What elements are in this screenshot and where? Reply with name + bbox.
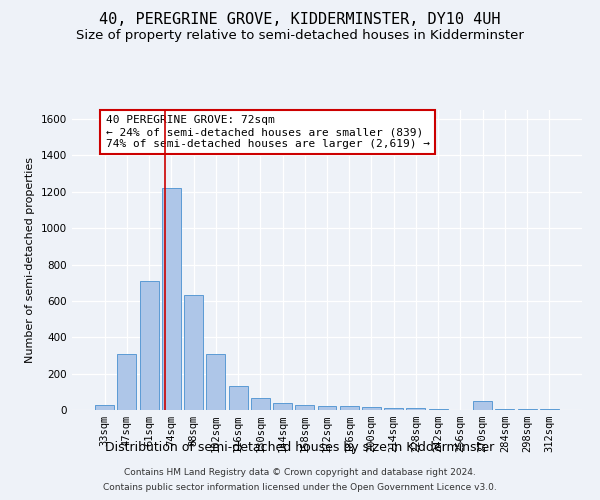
Bar [473,401,492,410]
Text: Contains public sector information licensed under the Open Government Licence v3: Contains public sector information licen… [103,483,497,492]
Bar [251,398,270,410]
Bar [406,408,425,410]
Bar [95,406,114,410]
Bar [229,386,248,410]
Bar [162,188,181,410]
Text: 40 PEREGRINE GROVE: 72sqm
← 24% of semi-detached houses are smaller (839)
74% of: 40 PEREGRINE GROVE: 72sqm ← 24% of semi-… [106,116,430,148]
Bar [273,402,292,410]
Bar [140,281,158,410]
Bar [384,408,403,410]
Text: Contains HM Land Registry data © Crown copyright and database right 2024.: Contains HM Land Registry data © Crown c… [124,468,476,477]
Bar [540,409,559,410]
Bar [184,294,203,410]
Bar [518,409,536,410]
Bar [496,409,514,410]
Text: Size of property relative to semi-detached houses in Kidderminster: Size of property relative to semi-detach… [76,29,524,42]
Bar [362,408,381,410]
Bar [429,409,448,410]
Text: 40, PEREGRINE GROVE, KIDDERMINSTER, DY10 4UH: 40, PEREGRINE GROVE, KIDDERMINSTER, DY10… [99,12,501,28]
Text: Distribution of semi-detached houses by size in Kidderminster: Distribution of semi-detached houses by … [106,441,494,454]
Bar [317,406,337,410]
Bar [206,354,225,410]
Y-axis label: Number of semi-detached properties: Number of semi-detached properties [25,157,35,363]
Bar [340,406,359,410]
Bar [295,406,314,410]
Bar [118,354,136,410]
